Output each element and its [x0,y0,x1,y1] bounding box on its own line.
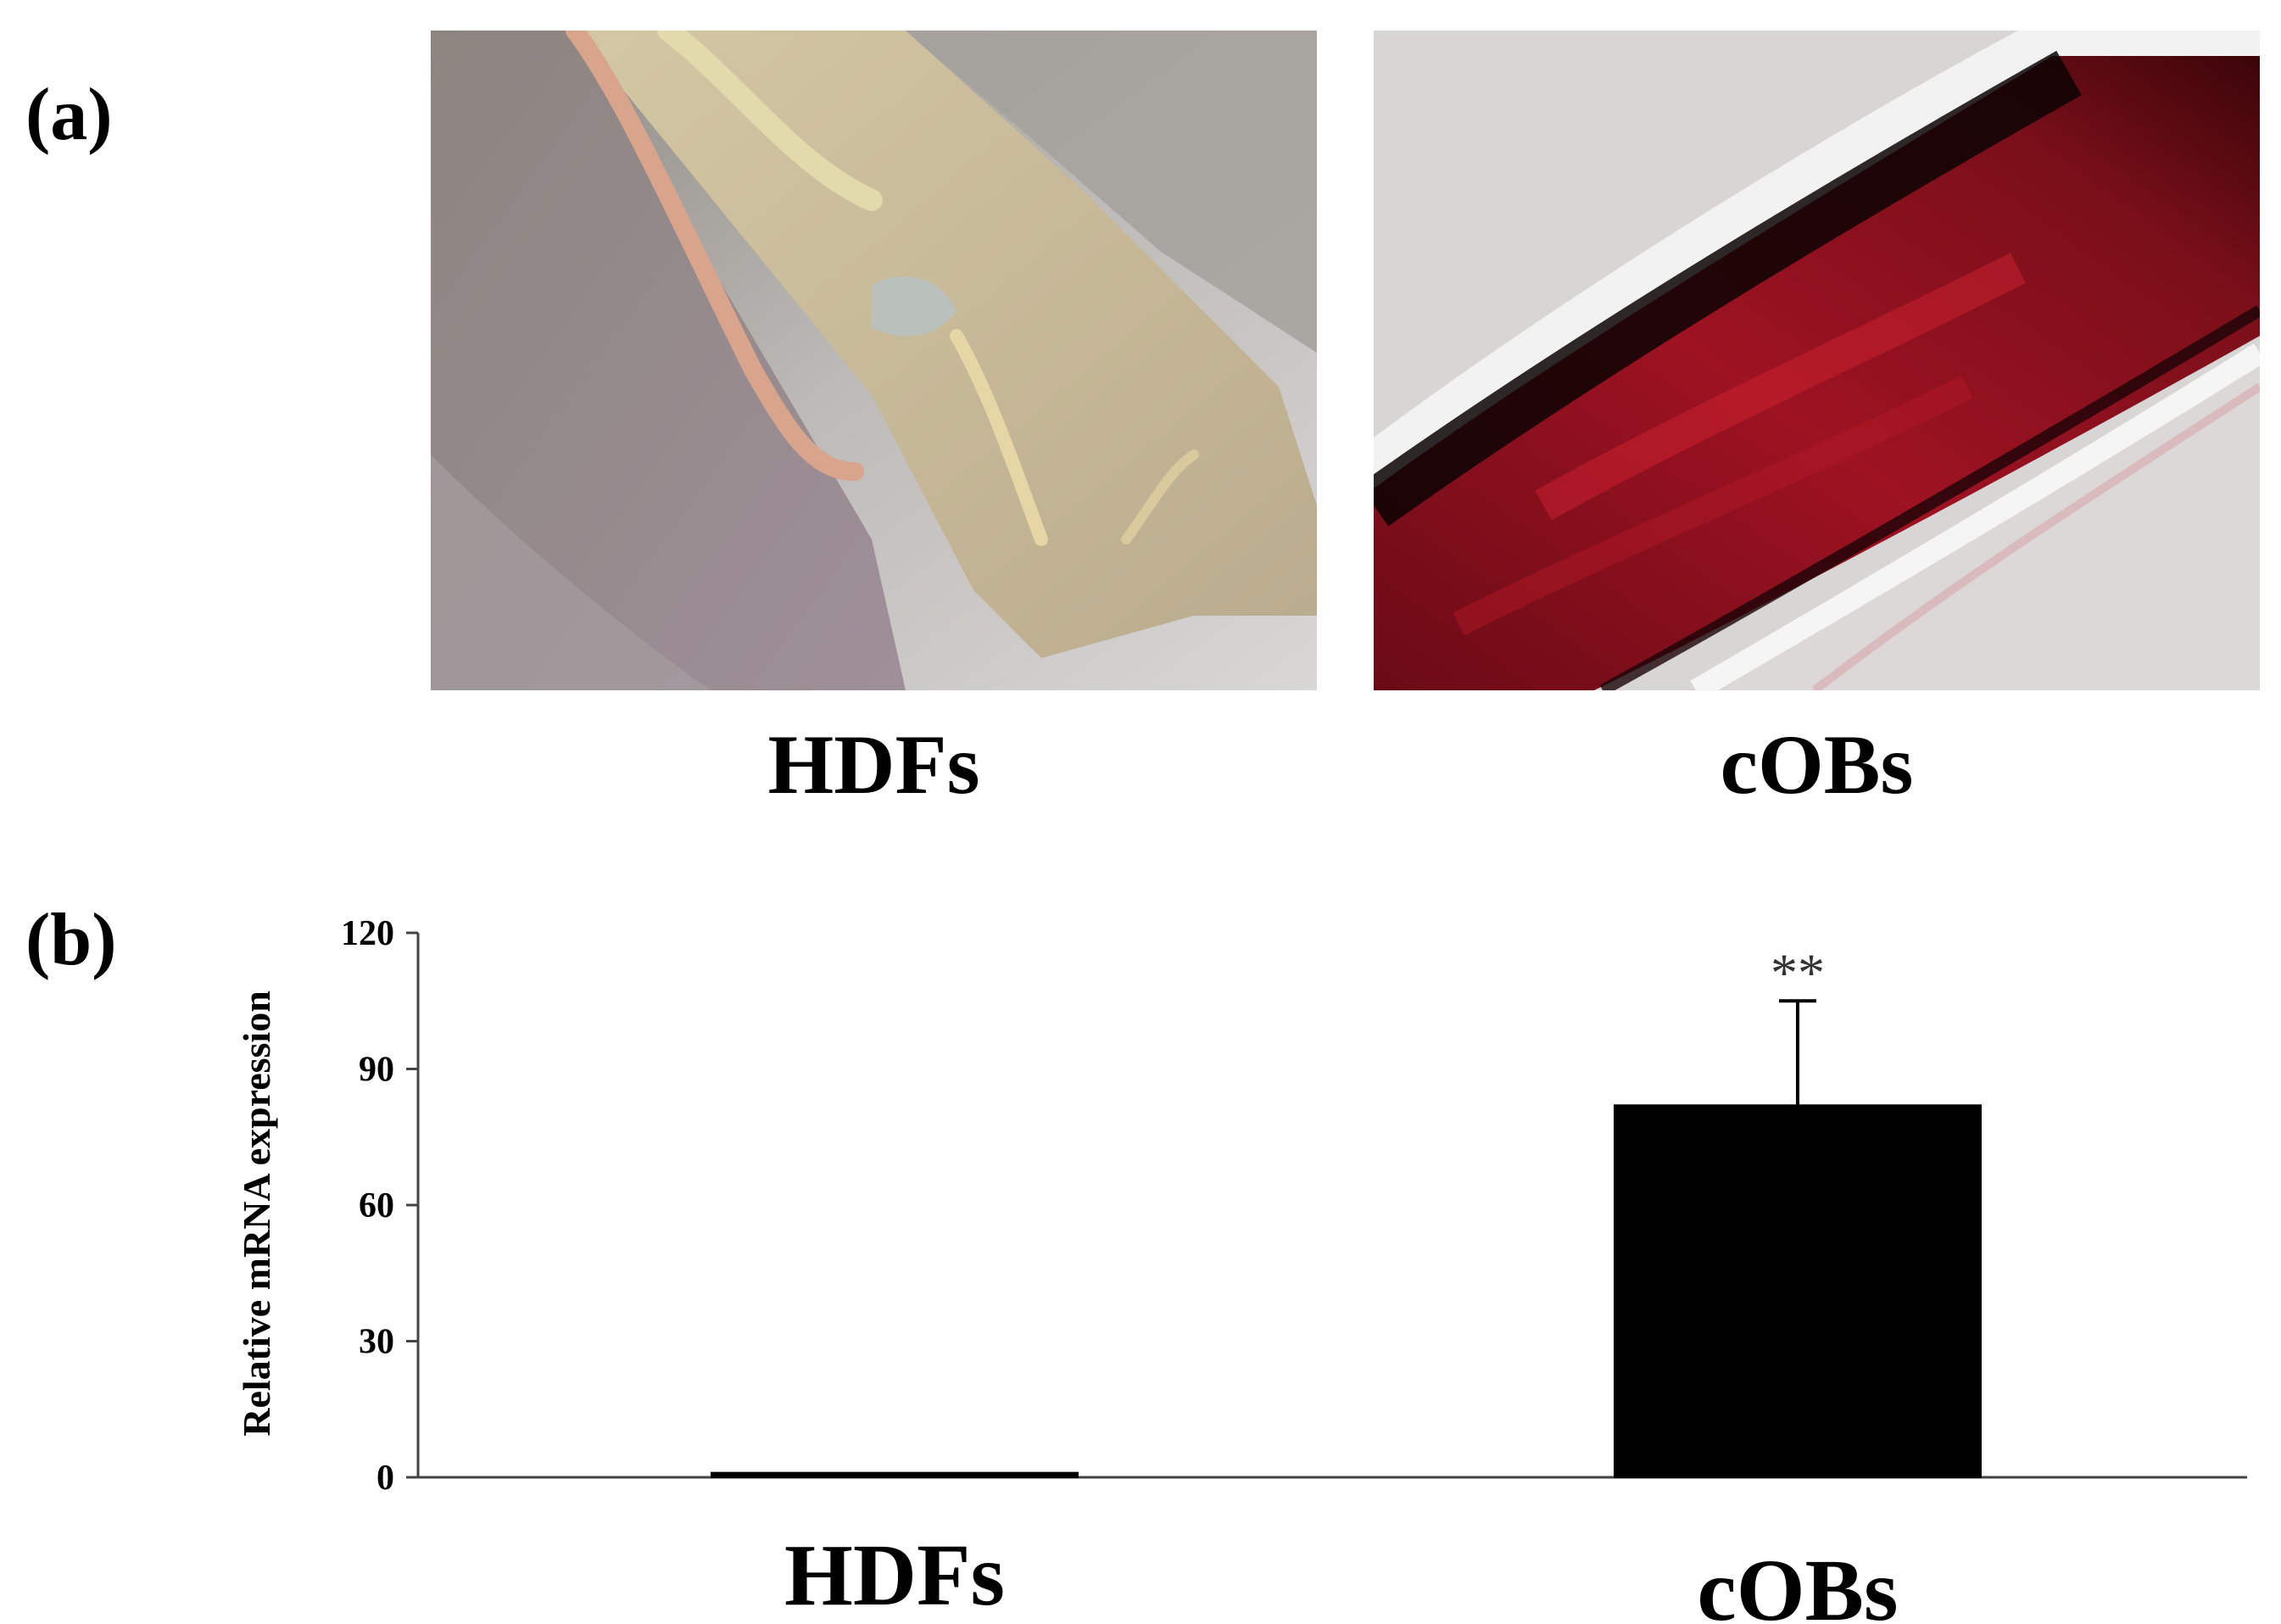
y-tick-label: 60 [359,1186,394,1225]
y-tick-label: 90 [359,1051,394,1090]
y-tick-label: 120 [341,914,394,953]
bar-chart: 0 30 60 90 120 Relative mRNA expression HDFs **… [235,914,2247,1624]
bar-hdfs [711,1471,1079,1479]
hdf-image-caption: HDFs [767,717,980,812]
hdf-micrograph [431,31,1317,690]
y-tick-label: 30 [359,1323,394,1362]
cob-micrograph [1374,31,2260,690]
significance-marker: ** [1771,942,1825,1002]
panel-a-label: (a) [25,74,113,156]
bar-cobs [1614,1104,1982,1479]
cob-image-caption: cOBs [1720,717,1914,812]
x-tick-label: cOBs [1698,1542,1899,1624]
panel-b-label: (b) [25,899,117,981]
y-tick-label: 0 [376,1459,394,1498]
x-tick-label: HDFs [784,1526,1005,1624]
y-axis-title: Relative mRNA expression [235,991,278,1437]
